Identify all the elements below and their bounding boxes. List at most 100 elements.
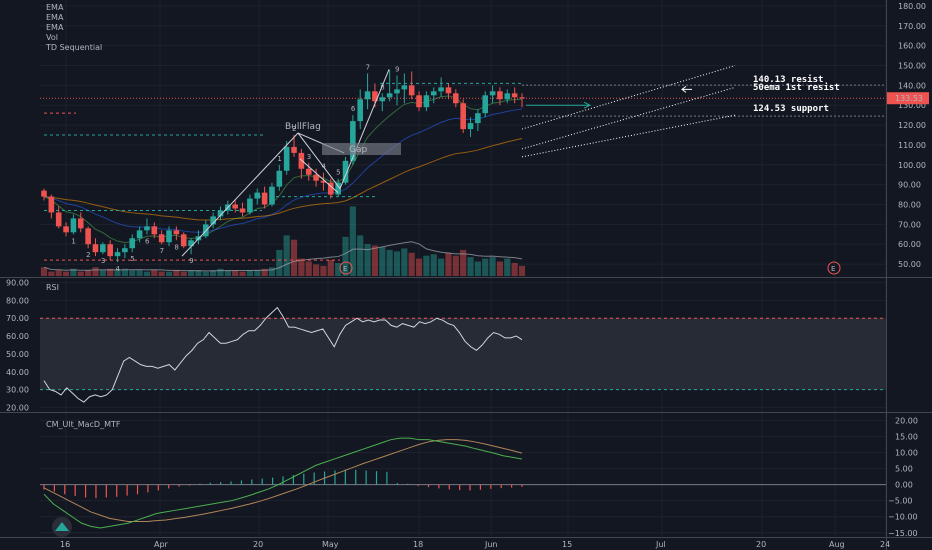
volume-bar-54: [438, 258, 445, 276]
volume-bar-48: [393, 251, 401, 276]
candle-2: [55, 206, 62, 229]
td-count-up-6: 7: [366, 63, 370, 71]
candle-9: [107, 240, 113, 261]
candle-65: [519, 93, 525, 108]
candle-11: [122, 244, 128, 259]
td-count-up-0: 1: [277, 155, 281, 163]
td-count-up-5: 6: [351, 105, 356, 113]
support-annotation: 124.53 support: [753, 104, 829, 114]
candle-40: [335, 178, 341, 197]
candle-26: [232, 200, 238, 213]
gap-box: [322, 143, 401, 155]
candle-53: [430, 87, 437, 104]
legend-ema-1[interactable]: EMA: [46, 3, 64, 12]
price-tick-170: 170.00: [898, 22, 926, 31]
volume-bar-3: [62, 271, 70, 276]
legend-ema-2[interactable]: EMA: [46, 13, 64, 22]
macd-tick-10: 10.00: [895, 449, 918, 458]
volume-bar-25: [224, 270, 231, 276]
ema-resist-annotation: 50ema 1st resist: [753, 82, 840, 93]
macd-tick-0: 0.00: [895, 481, 913, 490]
volume-bar-29: [254, 270, 261, 276]
time-tick-0: 16: [60, 540, 70, 549]
volume-bar-45: [371, 245, 379, 276]
volume-bar-26: [232, 270, 239, 276]
candle-36: [305, 162, 312, 181]
macd-pane-label[interactable]: CM_Ult_MacD_MTF: [46, 420, 121, 429]
current-price-badge: [887, 92, 929, 105]
rsi-band: [40, 318, 886, 390]
rsi-tick-50: 50.00: [6, 350, 29, 359]
rsi-tick-90: 90.00: [6, 279, 29, 288]
rsi-pane-label[interactable]: RSI: [46, 283, 59, 292]
volume-bar-22: [202, 271, 209, 276]
volume-bar-7: [92, 267, 99, 276]
bullflag-pole-line: [181, 69, 390, 257]
candle-46: [379, 93, 386, 112]
volume-bar-63: [504, 258, 511, 276]
candle-14: [144, 218, 150, 235]
volume-bar-21: [195, 270, 202, 276]
volume-bar-38: [320, 265, 327, 276]
legend-ema-3[interactable]: EMA: [46, 23, 64, 32]
candle-39: [328, 178, 334, 199]
td-count-down-8: 9: [189, 257, 193, 265]
rsi-tick-60: 60.00: [6, 332, 29, 341]
candle-59: [475, 109, 481, 132]
time-tick-8: 20: [756, 540, 766, 549]
td-count-down-2: 3: [101, 257, 105, 265]
macd-tick-15: 15.00: [895, 432, 918, 441]
volume-bar-2: [55, 270, 62, 276]
candle-31: [269, 182, 275, 207]
volume-bar-59: [474, 261, 481, 276]
volume-bar-18: [173, 270, 180, 276]
earnings-marker-0: [339, 261, 353, 275]
candle-0: [41, 188, 47, 201]
volume-bar-34: [290, 239, 298, 276]
candle-23: [210, 212, 216, 229]
volume-bar-12: [129, 270, 136, 276]
earnings-label-0: E: [343, 265, 347, 273]
candle-4: [70, 214, 77, 235]
macd-signal-line: [43, 439, 523, 523]
candle-38: [320, 172, 327, 191]
bullflag-lower-line: [299, 158, 339, 193]
price-tick-140: 140.00: [898, 81, 926, 90]
candle-34: [291, 135, 297, 157]
volume-bar-23: [210, 270, 217, 276]
time-tick-2: 20: [253, 540, 263, 549]
rsi-tick-70: 70.00: [6, 314, 29, 323]
volume-bar-11: [121, 268, 128, 276]
price-tick-100: 100.00: [898, 161, 926, 170]
legend-vol[interactable]: Vol: [46, 33, 58, 42]
time-tick-3: May: [322, 540, 339, 549]
rsi-tick-40: 40.00: [6, 368, 29, 377]
rsi-tick-80: 80.00: [6, 296, 29, 305]
time-tick-6: 15: [562, 540, 572, 549]
rsi-line: [43, 306, 523, 403]
volume-bar-24: [217, 268, 224, 276]
candle-50: [408, 71, 415, 100]
candle-5: [77, 212, 84, 233]
candle-60: [482, 91, 489, 118]
td-count-down-0: 1: [71, 237, 75, 245]
time-tick-5: Jun: [484, 540, 498, 549]
legend-td-sequential[interactable]: TD Sequential: [46, 43, 103, 52]
candle-52: [423, 91, 430, 112]
macd-tick--10: −10.00: [888, 513, 918, 522]
price-tick-160: 160.00: [898, 42, 926, 51]
candle-58: [467, 117, 474, 138]
td-count-down-5: 6: [145, 237, 150, 245]
volume-bar-33: [283, 235, 290, 276]
candle-51: [416, 91, 422, 112]
volume-bar-37: [313, 264, 320, 276]
macd-tick--5: −5.00: [888, 497, 913, 506]
resist-arrow: [681, 85, 692, 93]
volume-bar-27: [239, 271, 246, 276]
volume-bar-30: [261, 268, 268, 276]
price-tick-70: 70.00: [898, 220, 921, 229]
candle-49: [401, 73, 408, 104]
candle-35: [298, 148, 305, 179]
candle-61: [489, 85, 496, 104]
